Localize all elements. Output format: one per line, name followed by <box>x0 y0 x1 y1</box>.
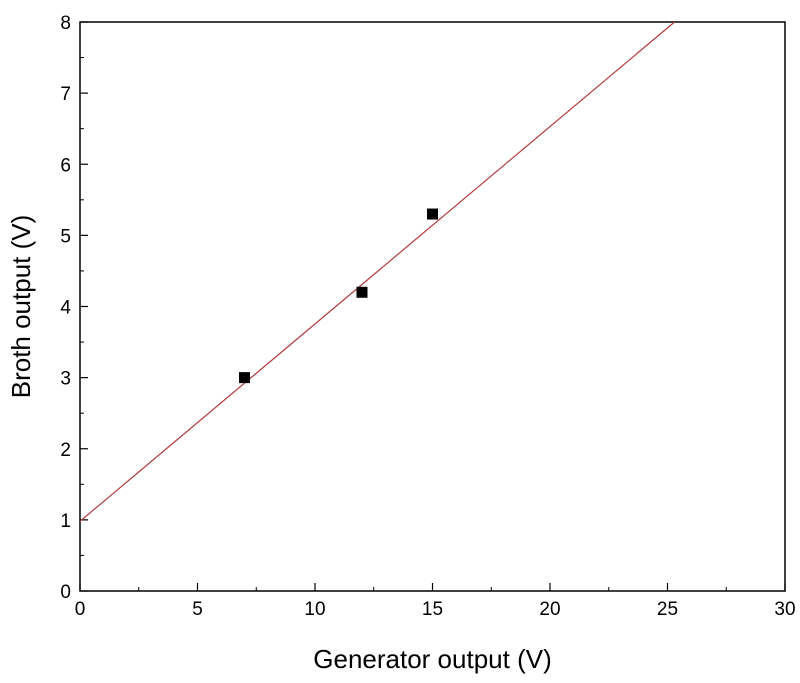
tick-labels: 0 5 10 15 20 25 30 0 1 2 3 4 5 6 7 8 <box>60 13 795 620</box>
data-point <box>427 208 438 220</box>
y-tick-label: 4 <box>60 298 71 319</box>
x-tick-label: 15 <box>422 599 443 620</box>
data-point <box>239 372 250 384</box>
data-point <box>356 286 368 298</box>
x-tick-label: 0 <box>75 599 86 620</box>
fit-line <box>79 21 675 522</box>
y-tick-label: 1 <box>60 511 71 532</box>
x-tick-label: 25 <box>657 599 678 620</box>
y-tick-label: 3 <box>60 369 71 390</box>
x-tick-label: 20 <box>539 599 560 620</box>
y-tick-label: 6 <box>60 155 71 176</box>
x-axis-title: Generator output (V) <box>313 644 551 674</box>
y-tick-label: 5 <box>60 226 71 247</box>
x-tick-label: 10 <box>304 599 325 620</box>
plot-area <box>79 21 786 592</box>
x-tick-label: 30 <box>774 599 795 620</box>
y-tick-label: 7 <box>60 84 71 105</box>
y-tick-label: 2 <box>60 440 71 461</box>
x-tick-label: 5 <box>192 599 203 620</box>
series-layer <box>79 21 675 522</box>
y-axis-title: Broth output (V) <box>6 215 36 399</box>
y-tick-label: 8 <box>60 13 71 34</box>
plot-frame <box>79 21 786 592</box>
axis-ticks <box>79 21 786 592</box>
y-tick-label: 0 <box>60 582 71 603</box>
